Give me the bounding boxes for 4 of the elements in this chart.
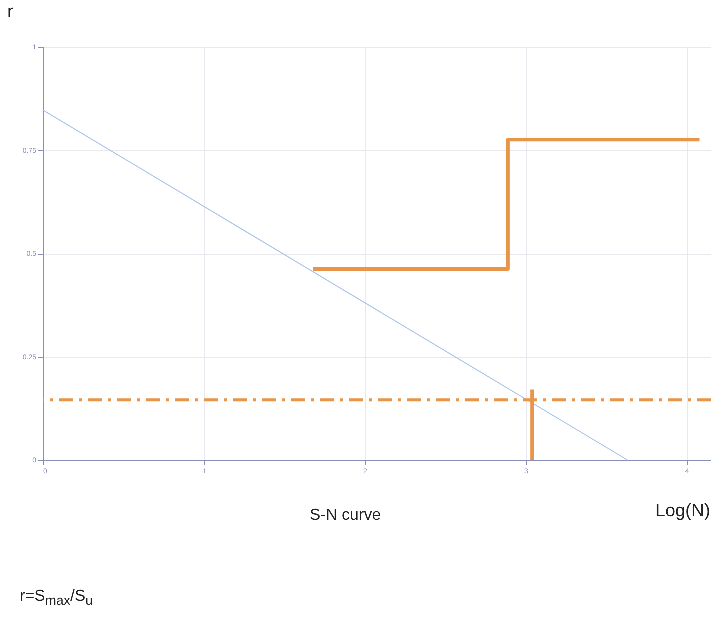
text: r=S$_{max}$/S$_{u}$ — [20, 588, 94, 608]
x-axis-title: Log(N) — [656, 500, 711, 520]
text: S-N curve — [310, 507, 382, 525]
y-axis-title: r — [8, 2, 14, 22]
